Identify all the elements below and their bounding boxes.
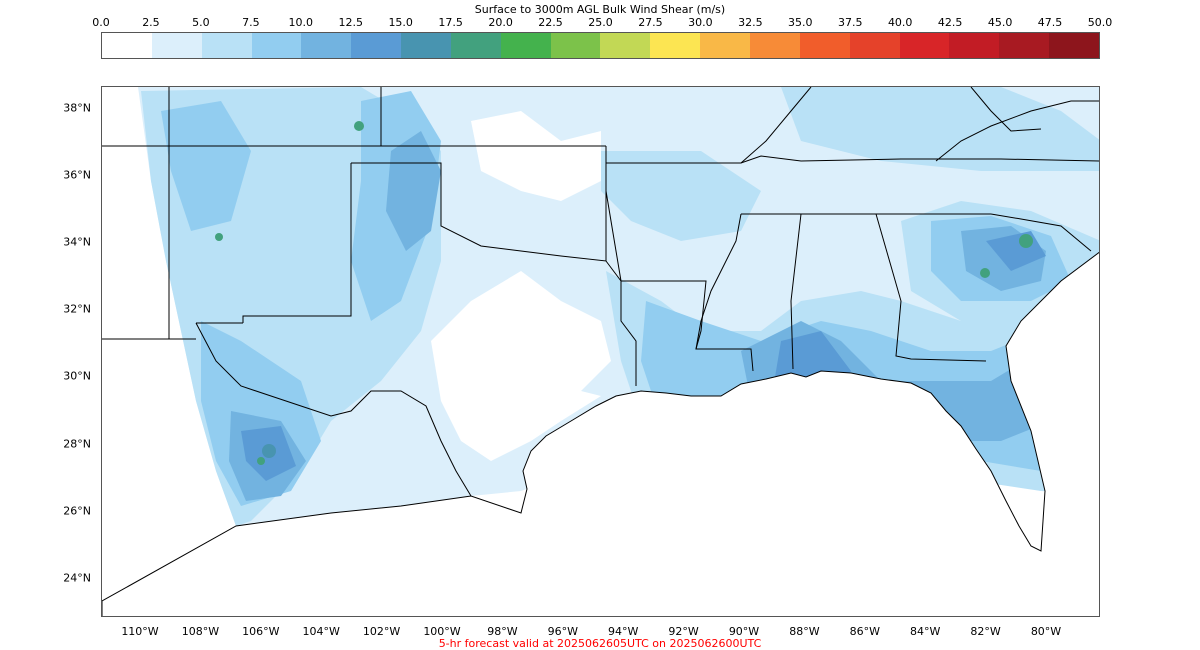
colorbar-segment [102, 33, 152, 58]
latitude-label: 26°N [63, 504, 91, 518]
longitude-label: 102°W [362, 625, 401, 638]
colorbar-tick-label: 27.5 [638, 16, 663, 29]
longitude-label: 84°W [910, 625, 941, 638]
colorbar-tick-label: 10.0 [288, 16, 314, 29]
colorbar-tick-label: 12.5 [338, 16, 364, 29]
low-shear-area [471, 111, 601, 201]
colorbar-segment [849, 33, 900, 58]
colorbar-segment [151, 33, 202, 58]
colorbar-tick-label: 42.5 [937, 16, 963, 29]
shear-15-17p5 [262, 444, 276, 458]
colorbar-tick-label: 37.5 [838, 16, 863, 29]
longitude-label: 100°W [423, 625, 461, 638]
colorbar-segment [550, 33, 601, 58]
shear-17p5-20 [257, 457, 265, 465]
state-boundaries [102, 87, 1099, 497]
latitude-label: 38°N [63, 101, 91, 115]
longitude-label: 96°W [547, 625, 578, 638]
colorbar-tick-label: 7.5 [242, 16, 260, 29]
colorbar [101, 32, 1100, 59]
colorbar-segment [749, 33, 800, 58]
colorbar-segment [500, 33, 551, 58]
gulf-coastline [102, 251, 1099, 616]
colorbar-tick-label: 15.0 [388, 16, 413, 29]
colorbar-segment [401, 33, 451, 58]
colorbar-segment [201, 33, 252, 58]
longitude-label: 94°W [608, 625, 639, 638]
colorbar-tick-label: 50.0 [1087, 16, 1113, 29]
low-shear-area [431, 271, 611, 461]
colorbar-tick-label: 35.0 [788, 16, 813, 29]
longitude-label: 92°W [668, 625, 699, 638]
colorbar-segment [700, 33, 750, 58]
colorbar-tick-labels: 0.0 2.5 5.0 7.5 10.0 12.5 15.0 17.5 20.0 22.5 25.0… [0, 16, 1200, 30]
map-canvas [102, 87, 1099, 616]
colorbar-segment [899, 33, 950, 58]
latitude-label: 30°N [63, 369, 91, 383]
longitude-label: 86°W [849, 625, 880, 638]
longitude-label: 110°W [121, 625, 159, 638]
shear-5-7p5 [601, 151, 761, 241]
shear-17p5-20 [215, 233, 223, 241]
colorbar-segment [301, 33, 352, 58]
latitude-label: 28°N [63, 437, 91, 450]
colorbar-tick-label: 25.0 [588, 16, 613, 29]
shear-5-7p5 [781, 87, 1099, 171]
colorbar-tick-label: 45.0 [987, 16, 1013, 29]
shear-17p5-20 [980, 268, 990, 278]
colorbar-segment [251, 33, 302, 58]
latitude-label: 24°N [63, 571, 91, 585]
colorbar-segment [999, 33, 1050, 58]
longitude-label: 82°W [970, 625, 1001, 638]
colorbar-segment [351, 33, 402, 58]
colorbar-tick-label: 32.5 [738, 16, 763, 29]
forecast-footer: 5-hr forecast valid at 2025062605UTC on … [438, 637, 762, 650]
longitude-label: 106°W [242, 625, 280, 638]
colorbar-title: Surface to 3000m AGL Bulk Wind Shear (m/… [474, 3, 726, 16]
latitude-label: 36°N [63, 168, 91, 182]
colorbar-tick-label: 22.5 [538, 16, 563, 29]
colorbar-segment [949, 33, 1000, 58]
colorbar-segment [799, 33, 850, 58]
colorbar-tick-label: 30.0 [688, 16, 713, 29]
longitude-label: 98°W [487, 625, 518, 638]
shear-10-12p5 [386, 131, 441, 251]
colorbar-tick-label: 0.0 [92, 16, 110, 29]
colorbar-segment [1049, 33, 1099, 58]
colorbar-tick-label: 40.0 [887, 16, 913, 29]
colorbar-segment [600, 33, 651, 58]
shear-17p5-20 [1019, 234, 1033, 248]
shear-7p5-10 [161, 101, 251, 231]
colorbar-tick-label: 47.5 [1037, 16, 1063, 29]
longitude-label: 104°W [302, 625, 340, 638]
longitude-label: 80°W [1030, 625, 1062, 638]
colorbar-tick-label: 20.0 [488, 16, 513, 29]
longitude-label: 108°W [181, 625, 220, 638]
longitude-label: 88°W [789, 625, 820, 638]
latitude-label: 32°N [63, 302, 91, 316]
latitude-label: 34°N [63, 235, 91, 249]
longitude-label: 90°W [728, 625, 760, 638]
map-frame [101, 86, 1100, 617]
colorbar-segment [450, 33, 501, 58]
colorbar-tick-label: 5.0 [192, 16, 210, 29]
shear-17p5-20 [354, 121, 364, 131]
colorbar-tick-label: 2.5 [142, 16, 160, 29]
colorbar-segment [650, 33, 701, 58]
colorbar-tick-label: 17.5 [438, 16, 463, 29]
